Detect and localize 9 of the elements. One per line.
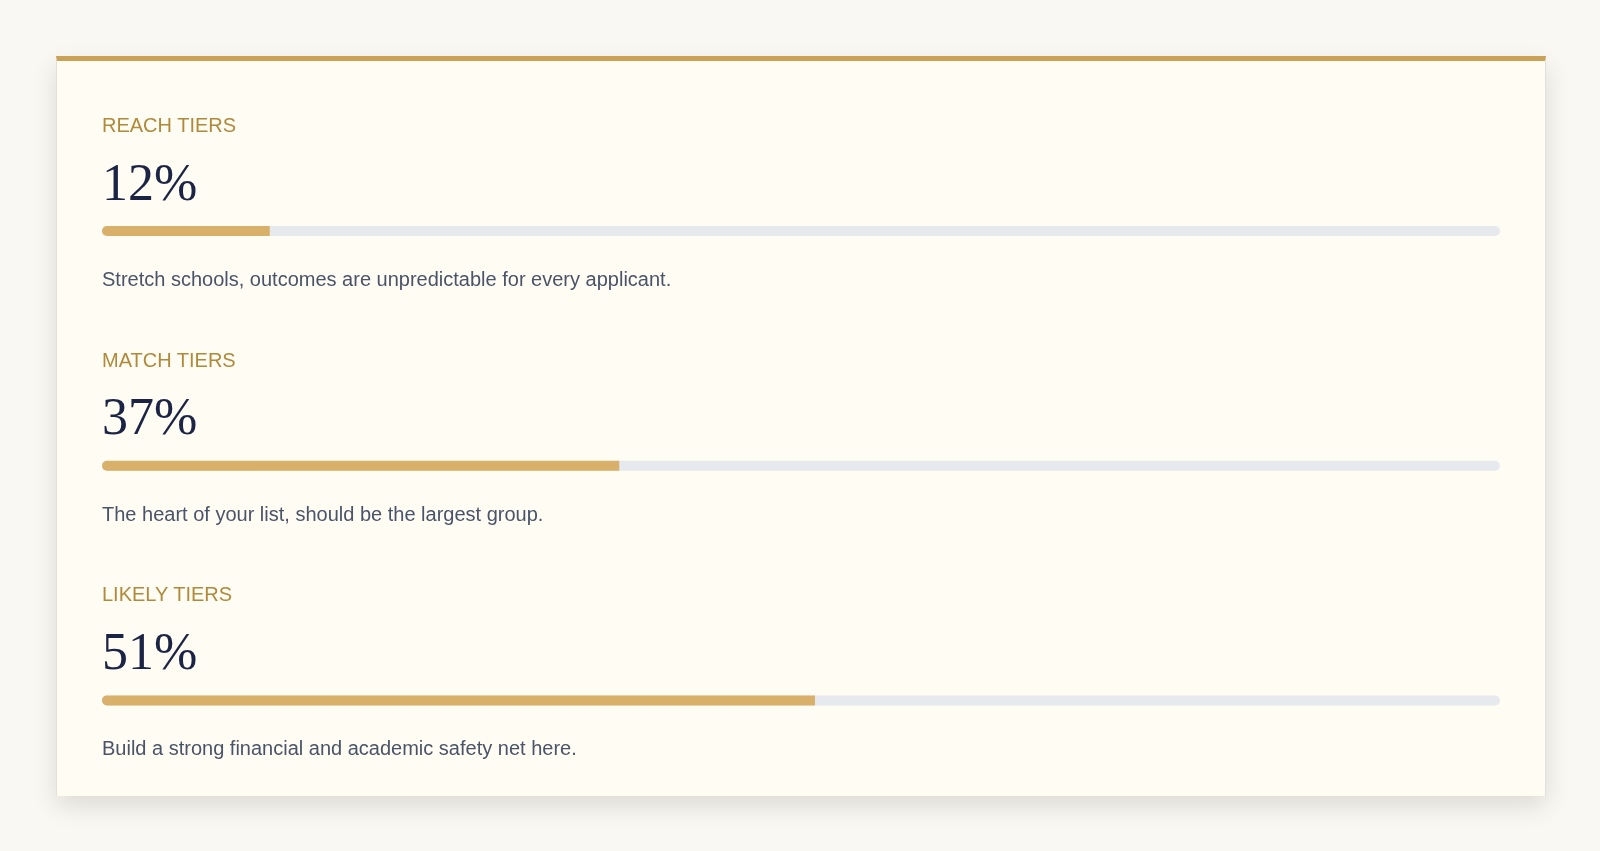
- data-label: 51%: [102, 622, 198, 680]
- annotation: Build a strong financial and academic safety net here.: [102, 737, 577, 760]
- data-label: 12%: [102, 153, 198, 211]
- annotation: The heart of your list, should be the largest group.: [102, 502, 544, 525]
- data-label: 37%: [102, 388, 198, 446]
- y-tick-label: LIKELY TIERS: [102, 583, 233, 606]
- y-tick-label: REACH TIERS: [102, 114, 237, 136]
- annotation: Stretch schools, outcomes are unpredictable for every applicant.: [102, 268, 672, 290]
- y-tick-label: MATCH TIERS: [102, 348, 236, 371]
